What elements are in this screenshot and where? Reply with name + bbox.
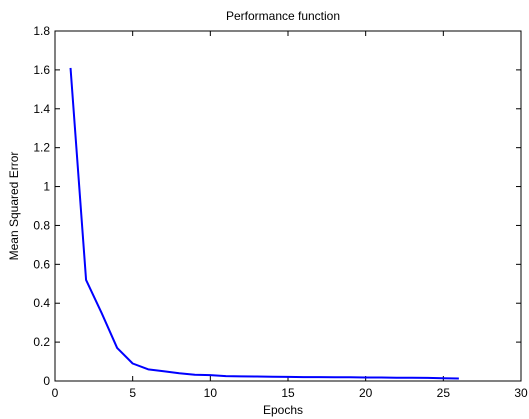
- x-tick-label: 0: [52, 386, 59, 400]
- series-layer: [69, 67, 459, 380]
- axis-tick-labels: 0 5 10 15 20 25 30 0 0.2 0.4 0.6 0.8 1 1.2 1.4 1.6 1.8: [33, 24, 528, 400]
- y-tick-label: 1: [43, 180, 50, 194]
- x-tick-label: 25: [437, 386, 451, 400]
- y-tick-label: 0.8: [33, 218, 50, 232]
- x-tick-label: 30: [514, 386, 528, 400]
- chart-title: Performance function: [226, 9, 340, 23]
- series-line: [69, 67, 459, 380]
- y-tick-label: 0: [43, 374, 50, 388]
- y-tick-label: 1.4: [33, 102, 50, 116]
- x-tick-label: 10: [204, 386, 218, 400]
- y-tick-label: 1.2: [33, 141, 50, 155]
- y-axis-title: Mean Squared Error: [7, 152, 21, 261]
- x-tick-label: 15: [281, 386, 295, 400]
- x-tick-label: 20: [359, 386, 373, 400]
- y-tick-label: 1.6: [33, 63, 50, 77]
- plot-area: [54, 30, 522, 382]
- y-tick-label: 1.8: [33, 24, 50, 38]
- x-tick-label: 5: [129, 386, 136, 400]
- x-axis-title: Epochs: [263, 403, 303, 417]
- y-tick-label: 0.2: [33, 335, 50, 349]
- y-tick-label: 0.6: [33, 257, 50, 271]
- y-tick-label: 0.4: [33, 296, 50, 310]
